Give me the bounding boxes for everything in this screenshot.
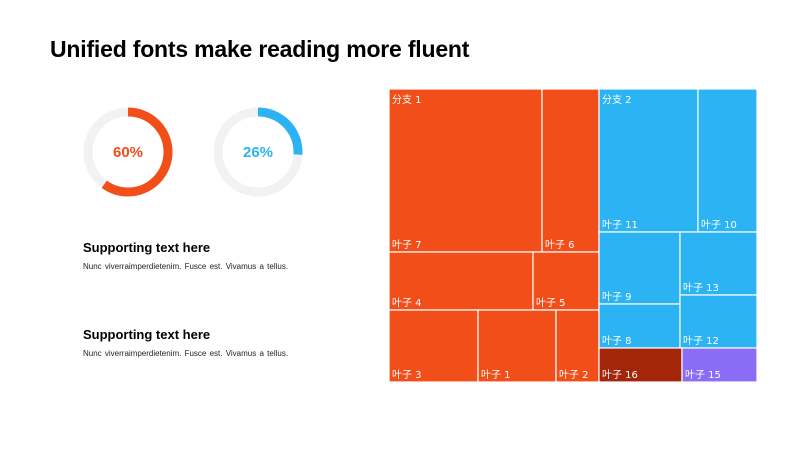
treemap-label-叶子5: 叶子 5 xyxy=(536,297,566,309)
treemap-cell-叶子6 xyxy=(541,88,600,253)
treemap-label-叶子6: 叶子 6 xyxy=(545,239,575,251)
treemap-cell-叶子12 xyxy=(679,294,758,349)
treemap-cell-叶子10 xyxy=(697,88,758,233)
treemap-label-叶子11: 叶子 11 xyxy=(602,219,638,231)
treemap-label-叶子4: 叶子 4 xyxy=(392,297,422,309)
treemap-label-叶子10: 叶子 10 xyxy=(701,219,737,231)
supporting-block-2: Supporting text here Nunc viverraimperdi… xyxy=(83,327,343,358)
donut-1-arc xyxy=(83,107,173,197)
supporting-heading-2: Supporting text here xyxy=(83,327,211,342)
supporting-body-1: Nunc viverraimperdietenim. Fusce est. Vi… xyxy=(83,262,289,271)
treemap-label-叶子7: 叶子 7 xyxy=(392,239,422,251)
treemap-label-叶子3: 叶子 3 xyxy=(392,369,422,381)
donut-2-value: 26% xyxy=(242,143,274,161)
slide-title: Unified fonts make reading more fluent xyxy=(50,36,470,62)
treemap-label-叶子8: 叶子 8 xyxy=(602,335,632,347)
treemap-cell-叶子15 xyxy=(681,347,758,383)
treemap-label-叶子2: 叶子 2 xyxy=(559,369,589,381)
treemap-cell-叶子3 xyxy=(388,309,479,383)
treemap-label-叶子12: 叶子 12 xyxy=(683,335,719,347)
treemap-cell-叶子2 xyxy=(555,309,600,383)
treemap-label-叶子9: 叶子 9 xyxy=(602,291,632,303)
treemap-label-叶子1: 叶子 1 xyxy=(481,369,511,381)
treemap-cell-叶子11 xyxy=(598,88,699,233)
donut-1-value: 60% xyxy=(112,143,144,161)
donut-2-arc xyxy=(213,107,303,197)
treemap-label-叶子15: 叶子 15 xyxy=(685,369,721,381)
supporting-heading-1: Supporting text here xyxy=(83,240,211,255)
treemap-cell-叶子16 xyxy=(598,347,683,383)
treemap-cell-叶子7 xyxy=(388,88,543,253)
supporting-block-1: Supporting text here Nunc viverraimperdi… xyxy=(83,240,343,271)
treemap-branch-label-分支1: 分支 1 xyxy=(392,94,422,106)
treemap-label-叶子16: 叶子 16 xyxy=(602,369,638,381)
donut-chart-1: 60% xyxy=(80,104,176,200)
treemap-cell-叶子8 xyxy=(598,303,681,349)
donut-chart-2: 26% xyxy=(210,104,306,200)
supporting-body-2: Nunc viverraimperdietenim. Fusce est. Vi… xyxy=(83,349,289,358)
treemap-label-叶子13: 叶子 13 xyxy=(683,282,719,294)
treemap-branch-label-分支2: 分支 2 xyxy=(602,94,632,106)
treemap-cell-叶子5 xyxy=(532,251,600,311)
treemap-cell-叶子9 xyxy=(598,231,681,305)
treemap-cell-叶子1 xyxy=(477,309,557,383)
